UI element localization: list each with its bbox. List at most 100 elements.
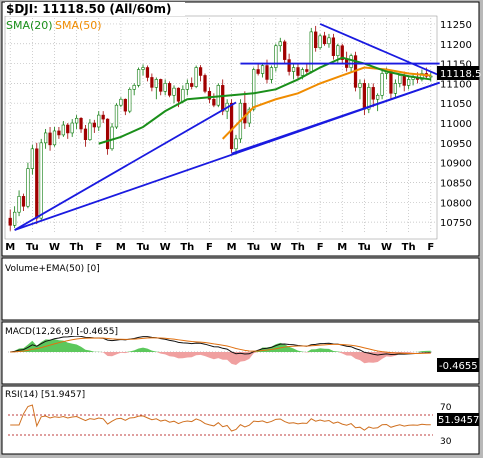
candle-body: [256, 69, 260, 74]
day-label: W: [381, 242, 392, 253]
candle-body: [114, 104, 119, 128]
price-tick-label: 10800: [440, 198, 472, 209]
candle-body: [420, 73, 424, 80]
day-label: M: [337, 242, 347, 253]
candle-body: [336, 45, 340, 56]
price-tick-label: 11100: [440, 79, 472, 90]
candle-body: [83, 128, 88, 140]
candle-body: [376, 94, 380, 100]
candle-body: [79, 117, 83, 130]
day-label: Tu: [137, 242, 150, 253]
candle-body: [291, 67, 296, 72]
candle-body: [17, 196, 21, 213]
price-tick-label: 11200: [440, 40, 472, 51]
candle-body: [61, 124, 65, 136]
volume-label: Volume+EMA(50) [0]: [5, 264, 100, 274]
candle-body: [74, 117, 79, 124]
candle-body: [349, 55, 353, 68]
candle-body: [260, 65, 265, 74]
day-label: Th: [180, 242, 194, 253]
candle-body: [39, 142, 43, 219]
day-label: M: [227, 242, 237, 253]
day-label: Tu: [358, 242, 371, 253]
candle-body: [136, 69, 141, 86]
candle-body: [380, 73, 384, 96]
candle-body: [167, 83, 172, 96]
sma20-line: [98, 56, 431, 145]
day-label: W: [160, 242, 171, 253]
candle-body: [132, 85, 136, 90]
macd-histogram: [10, 339, 431, 352]
candle-body: [66, 124, 70, 134]
candle-body: [190, 83, 194, 87]
candle-body: [26, 168, 30, 207]
candle-body: [13, 211, 17, 226]
candle-body: [221, 85, 225, 112]
candle-body: [88, 122, 92, 140]
day-label: W: [49, 242, 60, 253]
price-tick-label: 11150: [440, 60, 472, 71]
candle-body: [398, 75, 402, 84]
last-price-label: 11118.5: [440, 69, 481, 80]
price-tick-label: 10900: [440, 159, 472, 170]
candle-body: [44, 132, 48, 144]
candle-body: [172, 87, 176, 96]
day-label: Th: [402, 242, 416, 253]
candle-body: [265, 65, 269, 80]
trendline: [14, 101, 237, 231]
rsi-grid: [8, 414, 433, 436]
candle-body: [119, 98, 123, 106]
candle-body: [159, 79, 163, 92]
candle-body: [57, 130, 61, 136]
legend-sma20: SMA(20): [6, 19, 53, 32]
x-axis-labels: M Tu W Th F M Tu W Th F M Tu W Th F M Tu W Th F: [5, 242, 434, 253]
candle-body: [314, 31, 318, 49]
price-axis-labels: 10750 10800 10850 10900 10950 11000 11050 11100…: [440, 20, 472, 229]
rsi-value-label: 51.9457: [438, 415, 479, 426]
candle-body: [300, 69, 305, 76]
legend-sma50: SMA(50): [55, 19, 102, 32]
candle-body: [212, 98, 216, 106]
rsi-panel: RSI(14) [51.9457] 70 30 51.9457: [1, 385, 480, 455]
macd-histogram-negative: [10, 352, 431, 366]
candle-body: [247, 108, 251, 124]
candle-body: [305, 69, 309, 72]
rsi-label: RSI(14) [51.9457]: [5, 390, 85, 400]
candle-body: [128, 89, 132, 112]
candle-body: [21, 196, 26, 207]
candle-body: [141, 67, 145, 70]
candle-body: [48, 132, 52, 146]
candle-body: [181, 89, 185, 102]
trendline: [231, 81, 440, 155]
candle-body: [207, 91, 212, 100]
candle-body: [198, 67, 203, 76]
day-label: Tu: [247, 242, 260, 253]
day-label: Tu: [26, 242, 39, 253]
day-label: F: [95, 242, 102, 253]
candle-body: [296, 67, 300, 76]
price-tick-label: 10950: [440, 139, 472, 150]
candle-body: [318, 35, 322, 49]
price-tick-label: 11000: [440, 119, 472, 130]
candle-body: [30, 148, 34, 169]
candle-body: [362, 83, 367, 110]
trendline: [319, 23, 440, 77]
candle-body: [367, 87, 371, 110]
candle-body: [274, 45, 278, 68]
candle-body: [327, 37, 331, 45]
candle-body: [70, 122, 74, 134]
candle-body: [110, 126, 114, 150]
candle-body: [243, 102, 247, 124]
sma50-line: [221, 66, 431, 140]
candle-body: [358, 83, 362, 88]
volume-panel: Volume+EMA(50) [0]: [1, 257, 480, 321]
day-label: M: [5, 242, 15, 253]
candle-body: [322, 35, 327, 45]
day-label: M: [116, 242, 126, 253]
candle-body: [105, 118, 110, 150]
price-panel: M Tu W Th F M Tu W Th F M Tu W Th F M Tu W Th F 10750108001…: [1, 1, 481, 257]
candle-body: [101, 114, 105, 120]
trendlines: [14, 23, 440, 231]
candle-body: [194, 67, 198, 87]
